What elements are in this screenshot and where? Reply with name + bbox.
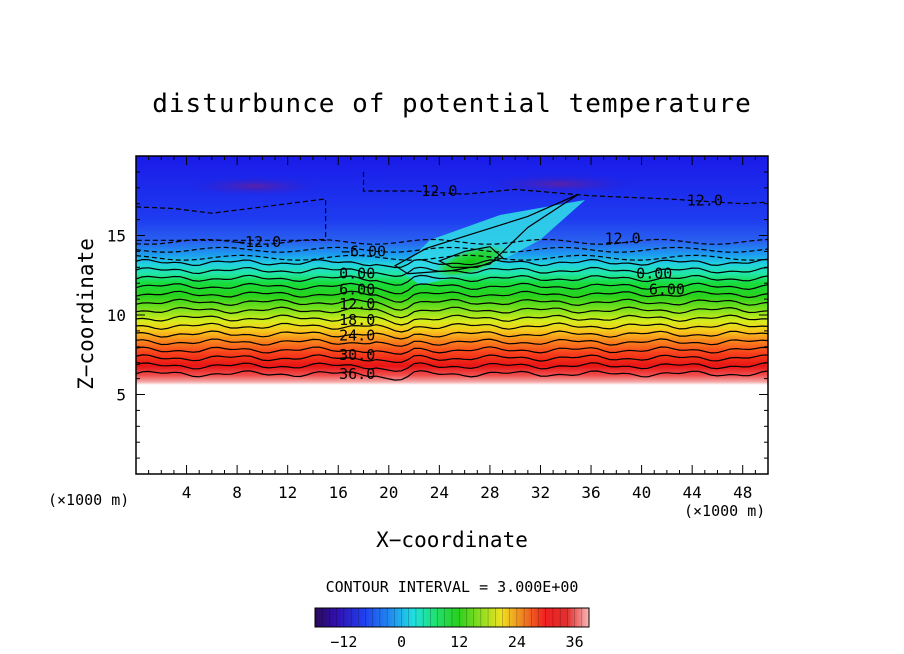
contour-line	[136, 338, 768, 347]
contour-line	[136, 274, 768, 286]
contour-line	[136, 258, 768, 269]
contour-line	[393, 193, 579, 275]
chart-title: disturbunce of potential temperature	[152, 89, 752, 119]
contour-line	[136, 322, 768, 333]
contour-line-negative	[136, 238, 768, 245]
contour-label: 0.00	[339, 265, 375, 283]
colorbar-frame	[314, 607, 590, 628]
x-axis-label: X−coordinate	[376, 528, 528, 552]
contour-line	[136, 282, 768, 295]
x-tick-label: 12	[278, 483, 297, 502]
contour-label: 6.00	[649, 281, 685, 299]
purple-region-left	[185, 176, 325, 196]
contour-label: 12.0	[339, 295, 375, 313]
contour-label: 36.0	[339, 365, 375, 383]
x-unit-left: (×1000 m)	[48, 491, 129, 509]
contour-line	[136, 306, 768, 319]
contour-label: 24.0	[339, 327, 375, 345]
contour-line-negative	[136, 246, 768, 253]
contour-label: 6.00	[339, 281, 375, 299]
contour-line-negative	[362, 171, 768, 205]
contour-label: 0.00	[636, 265, 672, 283]
contour-label: −12.0	[236, 233, 281, 251]
contour-line	[136, 290, 768, 303]
contour-line-negative	[136, 198, 327, 241]
contour-line	[136, 298, 768, 311]
y-tick-label: 5	[116, 386, 126, 405]
axis-ticks	[136, 156, 768, 474]
contour-label: 18.0	[339, 311, 375, 329]
y-axis-label: Z−coordinate	[74, 238, 98, 390]
x-tick-label: 20	[379, 483, 398, 502]
contour-label: −6.00	[341, 242, 386, 260]
colorbar-tick-label: 0	[397, 633, 406, 651]
colorbar-segments	[314, 608, 590, 627]
contour-line	[136, 330, 768, 340]
contour-line	[136, 314, 768, 326]
x-tick-label: 48	[733, 483, 752, 502]
y-tick-label: 10	[107, 306, 126, 325]
x-tick-label: 32	[531, 483, 550, 502]
contour-line	[136, 346, 768, 355]
x-tick-label: 4	[182, 483, 192, 502]
contour-label: 12.0	[605, 230, 641, 248]
contour-lines	[136, 171, 768, 381]
x-tick-labels: 4 8 12 16 20 24 28 32 36 40 44 48	[182, 483, 753, 502]
contour-interval-label: CONTOUR INTERVAL = 3.000E+00	[326, 578, 579, 596]
contour-label: 12.0	[421, 182, 457, 200]
x-tick-label: 8	[232, 483, 242, 502]
contour-line	[136, 362, 768, 372]
contour-label: 30.0	[339, 346, 375, 364]
x-tick-label: 24	[430, 483, 449, 502]
contour-line	[136, 370, 768, 381]
contour-labels: −12.012.012.012.0−6.000.00 0.006.00 6.0012…	[236, 182, 723, 383]
colorbar-tick-label: 24	[508, 633, 526, 651]
colorbar-tick-label: 36	[566, 633, 584, 651]
x-tick-label: 28	[480, 483, 499, 502]
contour-line	[437, 245, 504, 268]
colorbar: −12 0 12 24 36	[314, 607, 590, 651]
purple-region-right	[480, 174, 640, 194]
field-background	[136, 156, 768, 474]
plot-area: −12.012.012.012.0−6.000.00 0.006.00 6.0012…	[136, 156, 768, 474]
colorbar-tick-label: 12	[450, 633, 468, 651]
colorbar-tick-label: −12	[330, 633, 357, 651]
contour-line-negative	[136, 254, 768, 261]
x-tick-label: 16	[329, 483, 348, 502]
x-tick-label: 44	[683, 483, 702, 502]
x-tick-label: 36	[581, 483, 600, 502]
y-tick-labels: 5 10 15	[107, 227, 126, 405]
contour-line	[136, 354, 768, 364]
y-tick-label: 15	[107, 227, 126, 246]
contour-label: 12.0	[687, 192, 723, 210]
colorbar-ticks: −12 0 12 24 36	[330, 633, 583, 651]
x-unit-right: (×1000 m)	[684, 502, 765, 520]
x-tick-label: 40	[632, 483, 651, 502]
